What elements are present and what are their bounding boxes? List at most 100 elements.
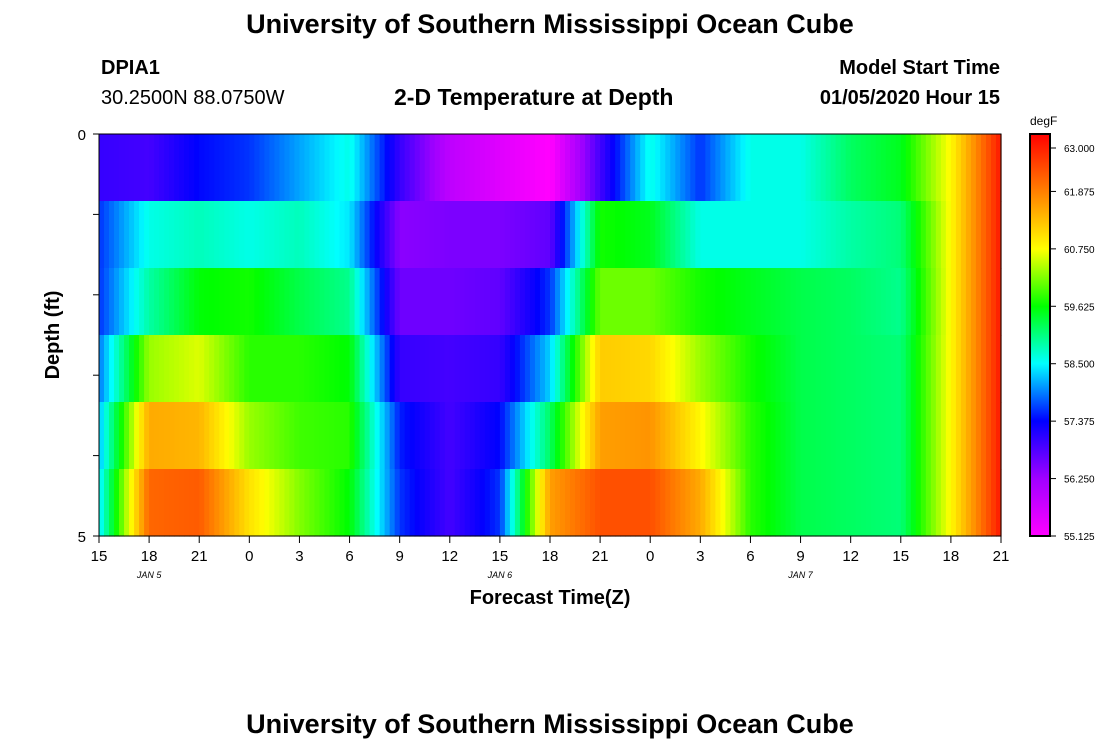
- heatmap-cell: [299, 402, 306, 470]
- heatmap-cell: [615, 469, 621, 537]
- heatmap-cell: [800, 268, 807, 336]
- heatmap-cell: [895, 134, 902, 202]
- heatmap-cell: [504, 134, 511, 202]
- heatmap-cell: [429, 402, 436, 470]
- heatmap-cell: [710, 201, 716, 269]
- heatmap-cell: [414, 201, 421, 269]
- heatmap-cell: [570, 201, 576, 269]
- heatmap-cell: [179, 335, 185, 403]
- heatmap-cell: [595, 201, 601, 269]
- heatmap-cell: [780, 201, 787, 269]
- heatmap-cell: [705, 134, 711, 202]
- heatmap-cell: [394, 402, 401, 470]
- heatmap-cell: [474, 402, 481, 470]
- heatmap-cell: [715, 469, 721, 537]
- heatmap-cell: [960, 402, 967, 470]
- heatmap-cell: [334, 335, 341, 403]
- heatmap-cell: [439, 134, 446, 202]
- heatmap-cell: [204, 402, 210, 470]
- heatmap-cell: [524, 402, 531, 470]
- heatmap-cell: [134, 469, 140, 537]
- heatmap-cell: [970, 201, 977, 269]
- heatmap-cell: [389, 402, 396, 470]
- heatmap-cell: [805, 402, 812, 470]
- heatmap-cell: [945, 402, 952, 470]
- heatmap-cell: [965, 469, 972, 537]
- heatmap-cell: [820, 201, 827, 269]
- heatmap-cell: [985, 469, 992, 537]
- heatmap-cell: [229, 335, 235, 403]
- heatmap-cell: [279, 268, 286, 336]
- heatmap-cell: [830, 335, 837, 403]
- heatmap-cell: [319, 201, 326, 269]
- heatmap-cell: [289, 469, 296, 537]
- heatmap-cell: [735, 402, 742, 470]
- heatmap-cell: [930, 402, 937, 470]
- heatmap-cell: [174, 201, 180, 269]
- heatmap-cell: [544, 469, 551, 537]
- heatmap-cell: [585, 469, 591, 537]
- colorbar: degF 63.000 61.875 60.750 59.625 58.500 57.37…: [1029, 114, 1095, 543]
- heatmap-cell: [139, 268, 145, 336]
- heatmap-cell: [560, 335, 566, 403]
- heatmap-cell: [960, 201, 967, 269]
- heatmap-cell: [404, 268, 411, 336]
- heatmap-cell: [199, 134, 205, 202]
- heatmap-cell: [940, 201, 947, 269]
- heatmap-cell: [775, 335, 782, 403]
- heatmap-cell: [605, 201, 611, 269]
- heatmap-cell: [314, 134, 321, 202]
- heatmap-cell: [880, 469, 887, 537]
- heatmap-cell: [630, 335, 636, 403]
- heatmap-cell: [469, 201, 476, 269]
- heatmap-cell: [675, 134, 681, 202]
- heatmap-cell: [680, 201, 686, 269]
- heatmap-cell: [154, 469, 160, 537]
- heatmap-cell: [289, 402, 296, 470]
- heatmap-cell: [154, 134, 160, 202]
- heatmap-cell: [144, 335, 150, 403]
- heatmap-cell: [319, 268, 326, 336]
- heatmap-cell: [139, 134, 145, 202]
- heatmap-cell: [509, 469, 516, 537]
- heatmap-cell: [695, 402, 701, 470]
- heatmap-cell: [755, 268, 762, 336]
- heatmap-cell: [189, 402, 195, 470]
- heatmap-cell: [289, 134, 296, 202]
- heatmap-cell: [544, 335, 551, 403]
- heatmap-cell: [289, 335, 296, 403]
- heatmap-cell: [279, 335, 286, 403]
- heatmap-cell: [349, 134, 356, 202]
- heatmap-cell: [494, 402, 501, 470]
- heatmap-cell: [149, 201, 155, 269]
- heatmap-cell: [154, 268, 160, 336]
- colorbar-tick-label: 56.250: [1064, 475, 1095, 486]
- x-tick-label: 3: [696, 548, 704, 565]
- heatmap-cell: [920, 134, 927, 202]
- heatmap-cell: [845, 201, 852, 269]
- heatmap-cell: [610, 201, 616, 269]
- heatmap-cell: [750, 134, 757, 202]
- heatmap-cell: [660, 469, 666, 537]
- heatmap-cell: [184, 335, 190, 403]
- heatmap-cell: [464, 402, 471, 470]
- heatmap-cell: [254, 134, 260, 202]
- heatmap-cell: [154, 402, 160, 470]
- heatmap-cell: [865, 268, 872, 336]
- heatmap-cell: [489, 268, 496, 336]
- heatmap-cell: [810, 335, 817, 403]
- heatmap-cell: [575, 469, 581, 537]
- heatmap-cell: [259, 402, 265, 470]
- heatmap-cell: [830, 469, 837, 537]
- heatmap-cell: [730, 201, 737, 269]
- heatmap-cell: [514, 469, 521, 537]
- heatmap-cell: [204, 201, 210, 269]
- heatmap-cell: [720, 134, 726, 202]
- heatmap-cell: [620, 402, 626, 470]
- heatmap-cell: [865, 134, 872, 202]
- heatmap-cell: [980, 402, 987, 470]
- heatmap-cell: [249, 335, 255, 403]
- heatmap-cell: [720, 268, 726, 336]
- heatmap-cell: [710, 469, 716, 537]
- heatmap-cell: [284, 402, 291, 470]
